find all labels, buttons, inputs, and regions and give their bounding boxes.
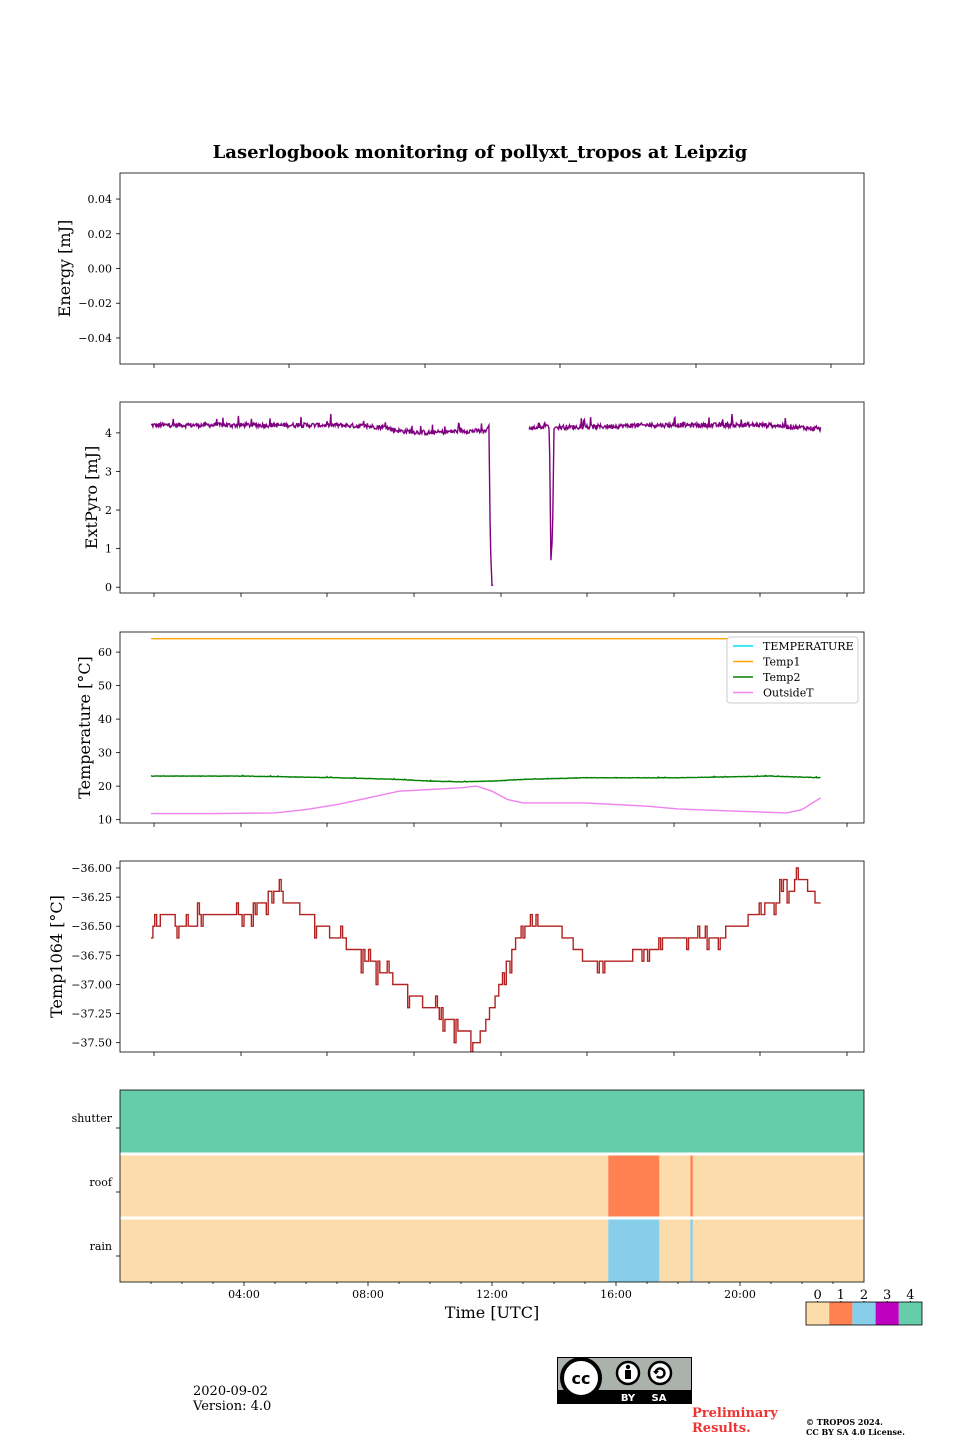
status-cell-roof	[608, 1154, 660, 1218]
colorbar-label: 0	[813, 1288, 821, 1303]
y-tick-label: 0	[105, 581, 112, 594]
y-axis-label: Temperature [°C]	[75, 656, 94, 799]
colorbar-swatch	[875, 1302, 899, 1325]
y-axis-label: Temp1064 [°C]	[47, 895, 66, 1018]
colorbar-swatch	[829, 1302, 853, 1325]
y-tick-label: 50	[98, 680, 112, 693]
status-cell-rain	[659, 1218, 691, 1282]
colorbar-label: 1	[837, 1288, 845, 1303]
y-tick-label: −36.50	[71, 920, 112, 933]
series-extpyro	[150, 413, 494, 586]
panel-energy: 0.04 0.02 0.00 −0.02 −0.04 Energy [mJ]	[55, 172, 865, 368]
status-cell-roof	[659, 1154, 691, 1218]
y-axis-label: Energy [mJ]	[55, 220, 74, 318]
y-tick-label: 0.02	[88, 228, 113, 241]
preliminary-results-label: Preliminary Results.	[692, 1406, 778, 1436]
y-tick-label: −36.75	[71, 949, 112, 962]
y-tick-label: 60	[98, 646, 112, 659]
x-tick-label: 12:00	[476, 1288, 508, 1301]
colorbar-swatch	[852, 1302, 876, 1325]
status-cell-roof	[692, 1154, 864, 1218]
colorbar-frame	[805, 1301, 923, 1326]
y-tick-label: 0.00	[88, 263, 113, 276]
temperature-legend: TEMPERATURE Temp1 Temp2 OutsideT	[726, 636, 859, 704]
y-tick-label: −37.50	[71, 1037, 112, 1050]
status-cell-rain	[692, 1218, 864, 1282]
panel-temp1064: −36.00 −36.25 −36.50 −36.75 −37.00 −37.25 −37.…	[47, 860, 865, 1056]
date-label: 2020-09-02	[193, 1384, 268, 1399]
series-temp2	[150, 774, 821, 783]
cc-icon	[560, 1357, 602, 1399]
copyright-line-1: © TROPOS 2024.	[806, 1417, 883, 1427]
y-tick-label: 2	[105, 504, 112, 517]
series-extpyro	[528, 413, 822, 561]
row-label-rain: rain	[90, 1240, 112, 1253]
panel-extpyro: 0 1 2 3 4 ExtPyro [mJ]	[82, 401, 865, 597]
y-tick-label: −0.04	[78, 332, 112, 345]
x-tick-label: 04:00	[228, 1288, 260, 1301]
axes-frame	[119, 1089, 865, 1283]
legend-label: TEMPERATURE	[763, 640, 854, 653]
x-tick-label: 20:00	[724, 1288, 756, 1301]
sa-icon	[647, 1360, 673, 1386]
y-tick-label: −36.00	[71, 862, 112, 875]
colorbar-label: 4	[906, 1288, 914, 1303]
y-tick-label: 20	[98, 780, 112, 793]
legend-box	[726, 636, 859, 704]
status-cell-rain	[120, 1218, 609, 1282]
y-tick-label: 4	[105, 427, 112, 440]
x-axis-label: Time [UTC]	[445, 1303, 539, 1322]
colorbar-swatch	[898, 1302, 922, 1325]
y-tick-label: 0.04	[88, 193, 113, 206]
version-label: Version: 4.0	[193, 1399, 272, 1414]
copyright-notice: © TROPOS 2024. CC BY SA 4.0 License.	[806, 1417, 905, 1437]
status-cell-roof	[120, 1154, 609, 1218]
x-tick-label: 08:00	[352, 1288, 384, 1301]
cc-by-label: BY	[621, 1393, 636, 1404]
cc-sa-label: SA	[652, 1393, 667, 1404]
row-label-shutter: shutter	[72, 1112, 113, 1125]
series-outsidet	[151, 785, 821, 815]
legend-label: Temp1	[763, 656, 800, 669]
axes-frame	[119, 860, 865, 1053]
colorbar-label: 3	[883, 1288, 891, 1303]
status-cell-shutter	[120, 1090, 864, 1154]
x-tick-label: 16:00	[600, 1288, 632, 1301]
y-axis-label: ExtPyro [mJ]	[82, 446, 101, 549]
panel-status: shutter roof rain 04:00 08:00 12:00 16:00 20:00…	[72, 1089, 865, 1322]
svg-text:cc: cc	[572, 1369, 591, 1388]
colorbar-label: 2	[860, 1288, 868, 1303]
y-tick-label: 3	[105, 465, 112, 478]
y-tick-label: 1	[105, 543, 112, 556]
cc-by-sa-logo: cc BY SA	[557, 1357, 692, 1404]
status-cell-rain	[608, 1218, 660, 1282]
y-tick-label: −0.02	[78, 297, 112, 310]
y-tick-label: −36.25	[71, 891, 112, 904]
axes-frame	[119, 401, 865, 594]
status-cell-roof	[690, 1154, 693, 1218]
status-cell-rain	[690, 1218, 693, 1282]
date-version: 2020-09-02 Version: 4.0	[193, 1384, 271, 1414]
colorbar-swatch	[806, 1302, 830, 1325]
y-tick-label: −37.00	[71, 978, 112, 991]
copyright-line-2: CC BY SA 4.0 License.	[806, 1427, 905, 1437]
legend-label: Temp2	[763, 671, 800, 684]
y-tick-label: 30	[98, 747, 112, 760]
legend-label: OutsideT	[763, 687, 814, 700]
series-temp1064	[151, 867, 821, 1052]
panel-temperature: 10 20 30 40 50 60 Temperature [°C]	[75, 631, 865, 827]
row-label-roof: roof	[89, 1176, 113, 1189]
y-tick-label: 40	[98, 713, 112, 726]
axes-frame	[119, 631, 865, 824]
axes-frame	[119, 172, 865, 365]
y-tick-label: −37.25	[71, 1008, 112, 1021]
y-tick-label: 10	[98, 814, 112, 827]
figure-title: Laserlogbook monitoring of pollyxt_tropo…	[213, 142, 748, 163]
